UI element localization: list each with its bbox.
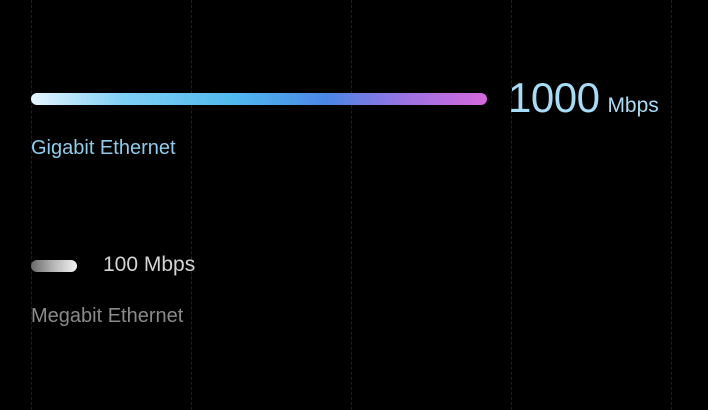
value-label-megabit: 100 Mbps [103,253,196,276]
gridline-2 [191,0,192,410]
gridline-4 [511,0,512,410]
series-label-megabit: Megabit Ethernet [31,305,184,327]
bar-megabit-ethernet [31,260,77,272]
value-label-gigabit: 1000 Mbps [508,74,659,122]
series-label-gigabit: Gigabit Ethernet [31,137,176,159]
bar-gigabit-ethernet [31,93,487,105]
gridline-3 [351,0,352,410]
gridline-5 [671,0,672,410]
gridline-1 [31,0,32,410]
value-unit-gigabit: Mbps [607,94,659,117]
value-number-gigabit: 1000 [508,74,600,121]
